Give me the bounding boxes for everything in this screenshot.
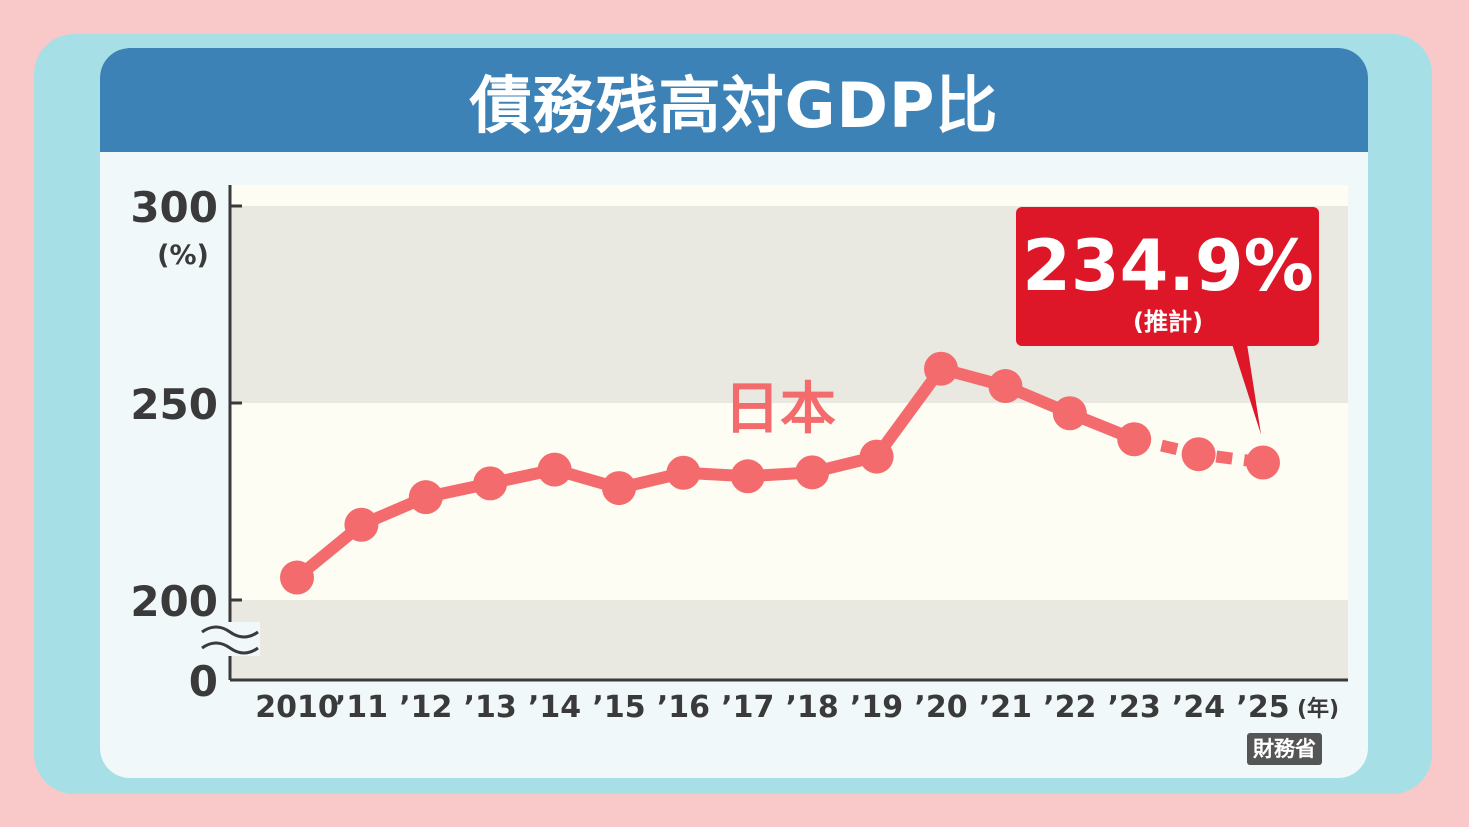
data-point bbox=[537, 452, 572, 487]
x-tick-label: ’11 bbox=[335, 690, 388, 725]
data-point bbox=[795, 455, 830, 490]
data-point bbox=[344, 507, 379, 542]
data-point bbox=[1052, 396, 1087, 431]
data-point bbox=[280, 560, 314, 595]
band-top-margin bbox=[230, 185, 1348, 206]
title-bar: 債務残高対GDP比 bbox=[100, 48, 1368, 152]
callout-value: 234.9% bbox=[1022, 225, 1314, 307]
band-below-200 bbox=[230, 600, 1348, 680]
data-point bbox=[408, 480, 443, 515]
y-tick-label: 200 bbox=[130, 577, 218, 626]
data-point bbox=[1246, 445, 1280, 480]
callout-note: (推計) bbox=[1133, 308, 1203, 336]
data-point bbox=[1181, 437, 1216, 472]
data-point bbox=[473, 466, 508, 501]
data-point bbox=[666, 455, 701, 490]
x-tick-label: ’22 bbox=[1043, 690, 1096, 725]
x-tick-label: ’15 bbox=[592, 690, 645, 725]
x-tick-label: ’24 bbox=[1172, 690, 1225, 725]
x-axis-unit: (年) bbox=[1297, 696, 1339, 722]
x-tick-label: ’12 bbox=[399, 690, 452, 725]
x-tick-label: ’17 bbox=[721, 690, 774, 725]
x-tick-label: ’21 bbox=[979, 690, 1032, 725]
y-tick-label: 300 bbox=[130, 183, 218, 232]
x-tick-label: ’13 bbox=[464, 690, 517, 725]
x-tick-label: ’16 bbox=[657, 690, 710, 725]
axis-break-mark bbox=[201, 641, 259, 655]
x-tick-label: 2010 bbox=[255, 690, 339, 725]
data-point bbox=[988, 369, 1023, 404]
data-point bbox=[602, 471, 636, 506]
y-tick-label: 0 bbox=[189, 657, 218, 706]
axis-break-mark bbox=[201, 625, 259, 639]
x-tick-label: ’18 bbox=[786, 690, 839, 725]
data-point bbox=[859, 439, 894, 474]
y-axis-unit: (%) bbox=[157, 240, 209, 271]
series-label: 日本 bbox=[724, 377, 836, 442]
data-point bbox=[730, 459, 765, 494]
chart-title: 債務残高対GDP比 bbox=[469, 69, 999, 142]
x-tick-label: ’25 bbox=[1236, 690, 1289, 725]
y-tick-label: 250 bbox=[130, 380, 218, 429]
x-tick-label: ’19 bbox=[850, 690, 903, 725]
x-tick-label: ’20 bbox=[914, 690, 967, 725]
x-tick-label: ’14 bbox=[528, 690, 581, 725]
data-point bbox=[924, 351, 958, 386]
x-tick-label: ’23 bbox=[1108, 690, 1161, 725]
callout-box bbox=[1016, 207, 1319, 346]
callout-pointer bbox=[1232, 344, 1261, 435]
source-badge: 財務省 bbox=[1247, 733, 1322, 765]
data-point bbox=[1117, 422, 1152, 457]
